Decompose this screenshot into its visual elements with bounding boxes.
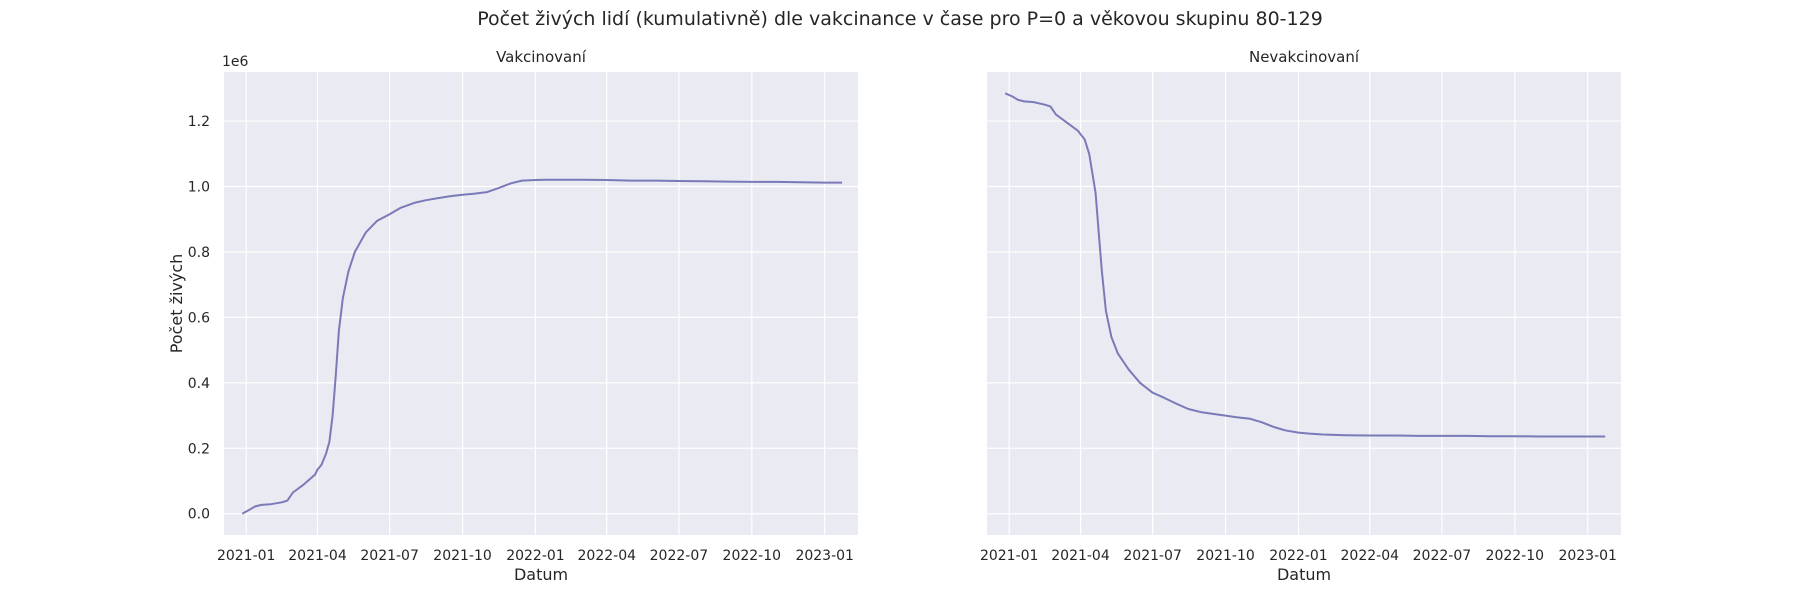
y-tick-label: 1.2 [188, 114, 210, 130]
panel-title: Vakcinovaní [496, 48, 587, 66]
x-tick-label: 2021-04 [288, 548, 347, 564]
figure-title: Počet živých lidí (kumulativně) dle vakc… [477, 8, 1323, 30]
x-tick-label: 2022-07 [650, 548, 709, 564]
x-tick-label: 2021-04 [1051, 548, 1110, 564]
x-axis-label: Datum [1277, 565, 1331, 584]
plot-area [224, 72, 858, 535]
x-tick-label: 2021-10 [1196, 548, 1255, 564]
x-tick-label: 2022-01 [1269, 548, 1328, 564]
panel-title: Nevakcinovaní [1249, 48, 1360, 66]
x-tick-label: 2021-01 [980, 548, 1039, 564]
y-tick-label: 1.0 [188, 180, 210, 196]
plot-area [987, 72, 1621, 535]
y-tick-label: 0.4 [188, 376, 210, 392]
x-tick-label: 2022-04 [578, 548, 637, 564]
panel-2 [987, 72, 1621, 535]
y-tick-label: 0.8 [188, 245, 210, 261]
x-tick-label: 2022-07 [1413, 548, 1472, 564]
x-tick-label: 2021-10 [433, 548, 492, 564]
x-tick-label: 2023-01 [795, 548, 854, 564]
y-tick-label: 0.6 [188, 310, 210, 326]
panel-1 [224, 72, 858, 535]
series-line [1004, 92, 1606, 438]
x-tick-label: 2022-01 [506, 548, 565, 564]
x-tick-label: 2022-04 [1341, 548, 1400, 564]
x-tick-label: 2021-01 [217, 548, 276, 564]
x-tick-label: 2021-07 [1123, 548, 1182, 564]
x-tick-label: 2022-10 [723, 548, 782, 564]
y-axis-label: Počet živých [167, 254, 186, 354]
x-tick-label: 2022-10 [1486, 548, 1545, 564]
x-axis-label: Datum [514, 565, 568, 584]
y-scale-label: 1e6 [222, 54, 249, 70]
series-line [241, 178, 843, 515]
y-tick-label: 0.2 [188, 441, 210, 457]
y-tick-label: 0.0 [188, 507, 210, 523]
x-tick-label: 2021-07 [360, 548, 419, 564]
x-tick-label: 2023-01 [1558, 548, 1617, 564]
